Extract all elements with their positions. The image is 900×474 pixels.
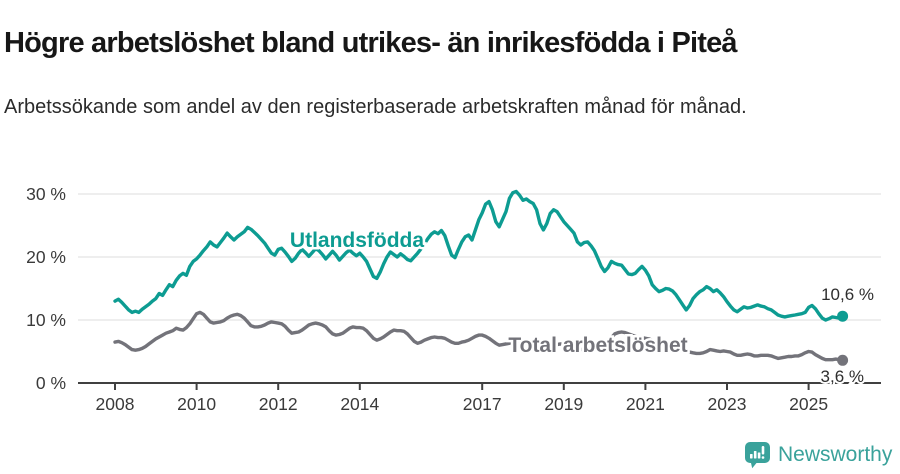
newsworthy-logo-icon (745, 442, 770, 469)
series-end-dot-Total arbetslöshet (837, 354, 849, 366)
page-title: Högre arbetslöshet bland utrikes- än inr… (4, 27, 738, 60)
x-tick-label: 2012 (259, 394, 298, 414)
series-end-dot-Utlandsfödda (837, 310, 849, 322)
chart-subtitle: Arbetssökande som andel av den registerb… (4, 96, 747, 118)
newsworthy-wordmark: Newsworthy (778, 443, 893, 466)
x-tick-label: 2021 (626, 394, 665, 414)
x-tick-label: 2019 (544, 394, 583, 414)
x-tick-label: 2010 (177, 394, 216, 414)
y-tick-label: 0 % (36, 373, 66, 393)
series-end-value-label-Total arbetslöshet: 3,6 % (821, 367, 864, 386)
series-inline-label-Total arbetslöshet: Total arbetslöshet (508, 334, 687, 357)
x-tick-label: 2008 (96, 394, 135, 414)
series-inline-label-Utlandsfödda: Utlandsfödda (290, 229, 424, 252)
x-tick-label: 2025 (789, 394, 828, 414)
x-tick-label: 2014 (340, 394, 379, 414)
x-tick-label: 2023 (708, 394, 747, 414)
newsworthy-logo: Newsworthy (744, 441, 892, 469)
series-line-Total arbetslöshet (113, 310, 845, 362)
y-tick-label: 20 % (26, 247, 66, 267)
y-tick-label: 10 % (26, 310, 66, 330)
series-end-value-label-Utlandsfödda: 10,6 % (821, 285, 874, 304)
y-tick-label: 30 % (26, 184, 66, 204)
series-line-Utlandsfödda (113, 189, 845, 322)
x-tick-label: 2017 (463, 394, 502, 414)
